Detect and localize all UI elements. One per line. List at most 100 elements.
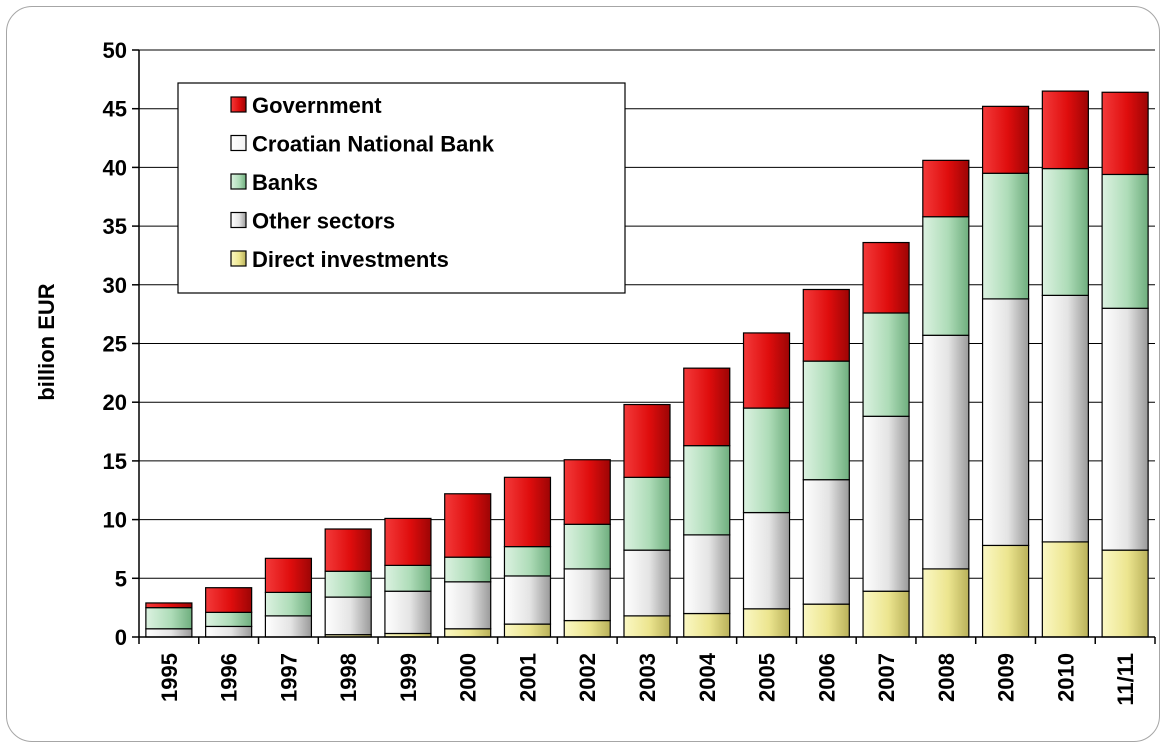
y-tick-label: 20 xyxy=(103,390,127,415)
bar-banks xyxy=(802,360,850,481)
bar-direct-investments xyxy=(981,544,1030,638)
legend-label-direct-investments: Direct investments xyxy=(252,247,449,272)
x-tick-label: 2007 xyxy=(874,653,899,702)
legend-box xyxy=(177,82,626,294)
bar-banks xyxy=(683,445,731,536)
x-tick-label: 1999 xyxy=(396,653,421,702)
y-tick-label: 50 xyxy=(103,38,127,63)
legend-label-other-sectors: Other sectors xyxy=(252,209,395,234)
x-tick-label: 2000 xyxy=(456,653,481,702)
y-tick-label: 45 xyxy=(103,97,127,122)
bar-government xyxy=(324,528,372,572)
chart-frame xyxy=(6,6,1160,742)
bar-other-sectors xyxy=(862,415,910,592)
bar-other-sectors xyxy=(503,575,552,625)
x-tick-label: 2002 xyxy=(575,653,600,702)
y-tick-labels: 0 5 10 15 20 25 30 35 40 45 50 xyxy=(103,38,127,650)
bar-banks xyxy=(981,172,1030,300)
bar-banks xyxy=(444,556,492,583)
bar-banks xyxy=(922,216,970,336)
bar-other-sectors xyxy=(981,298,1030,547)
bar-direct-investments xyxy=(742,608,791,638)
x-tick-labels: 1995 1996 1997 1998 1999 2000 2001 2002 2003 2004… xyxy=(157,652,1138,705)
bar-direct-investments xyxy=(1101,549,1149,638)
x-tick-label: 2004 xyxy=(695,652,720,702)
bar-government xyxy=(1101,91,1149,176)
bar-other-sectors xyxy=(264,615,313,638)
bar-other-sectors xyxy=(922,334,970,570)
x-tick-label: 2006 xyxy=(814,653,839,702)
bar-other-sectors xyxy=(384,590,432,635)
axes xyxy=(132,49,1156,644)
x-tick-label: 2001 xyxy=(515,653,540,702)
bar-government xyxy=(205,587,253,613)
y-tick-label: 0 xyxy=(115,625,127,650)
bar-direct-investments xyxy=(922,568,970,638)
legend-label-banks: Banks xyxy=(252,170,318,195)
bar-banks xyxy=(742,407,791,514)
bar-direct-investments xyxy=(563,619,611,638)
y-tick-label: 15 xyxy=(103,449,127,474)
bar-other-sectors xyxy=(1041,294,1089,543)
legend-label-government: Government xyxy=(252,93,382,118)
x-tick-label: 1997 xyxy=(276,653,301,702)
bar-banks xyxy=(384,564,432,592)
bar-government xyxy=(503,476,552,548)
bar-government xyxy=(683,367,731,447)
bar-government xyxy=(444,493,492,558)
bar-other-sectors xyxy=(1101,307,1149,551)
x-tick-label: 11/11 xyxy=(1113,653,1138,706)
bar-banks xyxy=(563,523,611,570)
bar-other-sectors xyxy=(623,549,671,617)
bar-direct-investments xyxy=(683,612,731,638)
bar-government xyxy=(623,403,671,478)
bar-other-sectors xyxy=(444,581,492,630)
bar-banks xyxy=(1101,173,1149,309)
bar-banks xyxy=(145,607,193,630)
bar-government xyxy=(563,459,611,525)
y-axis-label: billion EUR xyxy=(34,283,59,400)
x-tick-label: 2005 xyxy=(755,653,780,702)
bar-government xyxy=(145,602,193,609)
bar-direct-investments xyxy=(802,603,850,638)
bar-banks xyxy=(264,591,313,617)
bar-direct-investments xyxy=(1041,541,1089,638)
bar-other-sectors xyxy=(683,534,731,615)
bar-direct-investments xyxy=(503,623,552,638)
legend-label-croatian-national-bank: Croatian National Bank xyxy=(252,132,495,157)
bar-other-sectors xyxy=(145,628,193,638)
x-tick-label: 2003 xyxy=(635,653,660,702)
x-tick-label: 1998 xyxy=(336,653,361,702)
bar-banks xyxy=(503,546,552,577)
bar-direct-investments xyxy=(444,628,492,638)
legend-swatch-other-sectors xyxy=(230,211,247,229)
legend-swatch-banks xyxy=(230,173,247,190)
bar-direct-investments xyxy=(623,615,671,638)
x-tick-label: 1995 xyxy=(157,653,182,702)
bar-other-sectors xyxy=(205,625,253,638)
y-tick-label: 10 xyxy=(103,508,127,533)
bar-direct-investments xyxy=(862,590,910,638)
x-tick-label: 2009 xyxy=(994,653,1019,702)
x-tick-label: 1996 xyxy=(217,653,242,702)
y-tick-label: 25 xyxy=(103,332,127,357)
legend-swatch-government xyxy=(230,96,247,113)
legend-swatch-direct-investments xyxy=(230,250,247,267)
y-tick-label: 30 xyxy=(103,273,127,298)
bar-other-sectors xyxy=(802,479,850,605)
y-tick-label: 35 xyxy=(103,214,127,239)
bar-government xyxy=(384,517,432,566)
bar-government xyxy=(742,332,791,409)
x-tick-label: 2008 xyxy=(934,653,959,702)
y-tick-label: 40 xyxy=(103,155,127,180)
bar-banks xyxy=(205,611,253,628)
legend-swatch-croatian-national-bank xyxy=(230,134,247,152)
bar-banks xyxy=(862,312,910,417)
bar-government xyxy=(264,557,313,593)
bar-other-sectors xyxy=(563,568,611,622)
bar-government xyxy=(981,105,1030,174)
bar-banks xyxy=(324,570,372,598)
bar-government xyxy=(802,288,850,362)
y-tick-label: 5 xyxy=(115,566,127,591)
